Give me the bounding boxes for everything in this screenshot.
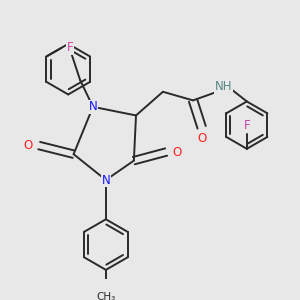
Text: CH₃: CH₃	[96, 292, 116, 300]
Text: O: O	[24, 139, 33, 152]
Text: F: F	[67, 41, 73, 54]
Text: O: O	[197, 131, 206, 145]
Text: O: O	[172, 146, 182, 158]
Text: N: N	[88, 100, 97, 113]
Text: NH: NH	[214, 80, 232, 93]
Text: F: F	[244, 118, 250, 132]
Text: N: N	[101, 173, 110, 187]
